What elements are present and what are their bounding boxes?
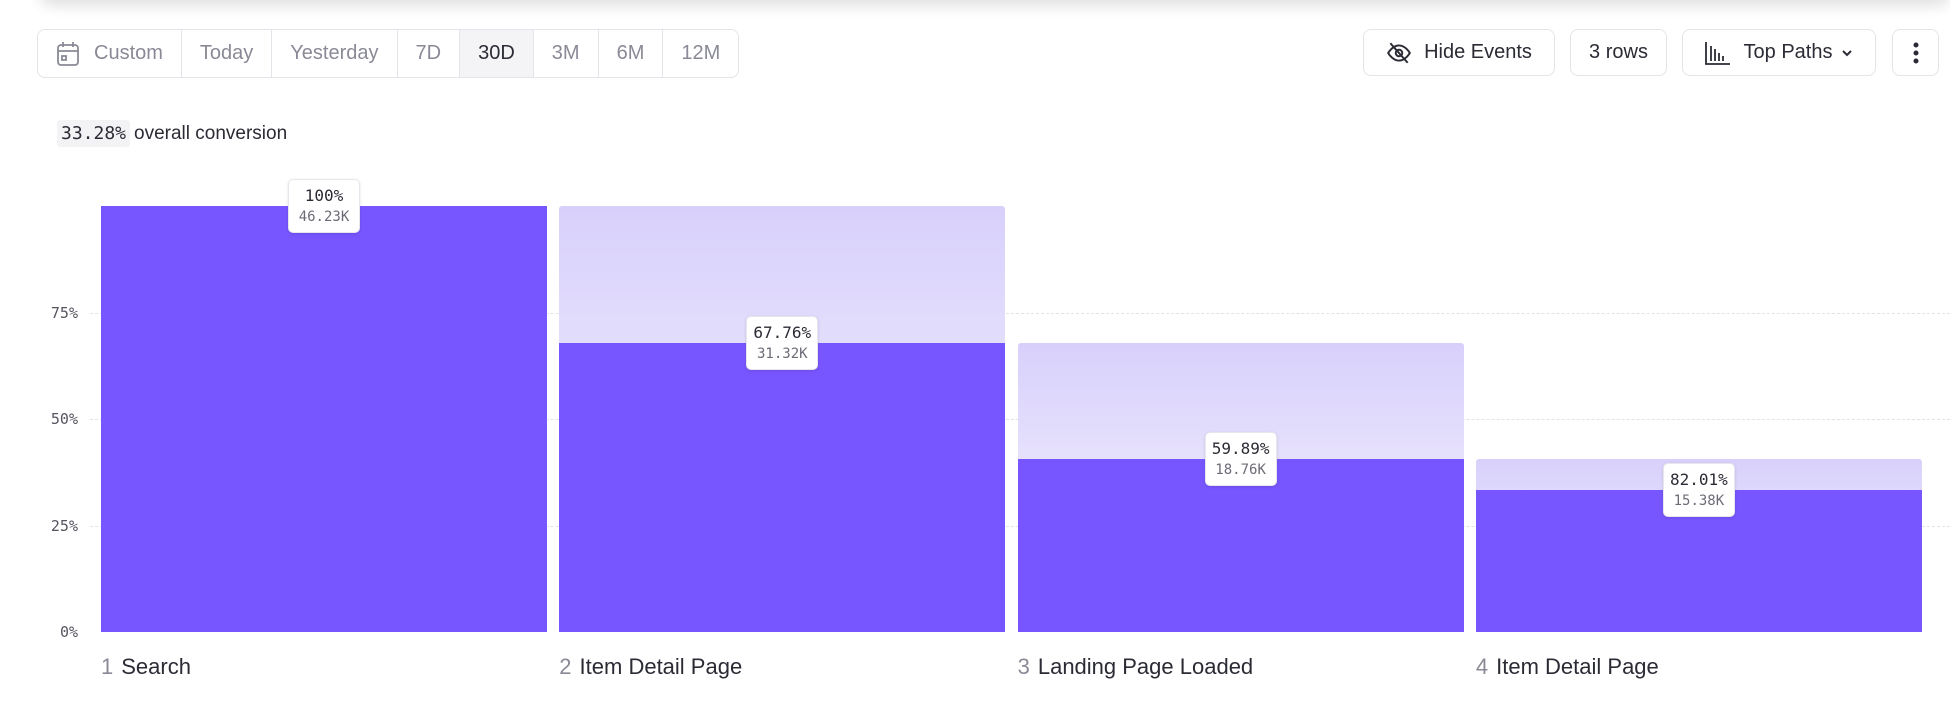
date-range-yesterday[interactable]: Yesterday [272,30,398,77]
y-tick-label: 75% [50,303,78,322]
step-count: 31.32K [757,346,808,363]
step-number: 1 [101,654,114,679]
bar-value-label: 82.01% 15.38K [1662,463,1735,518]
bar-value-label: 67.76% 31.32K [746,316,819,371]
calendar-icon [57,41,79,66]
date-range-label: Today [199,42,254,64]
step-number: 2 [559,654,572,679]
funnel-bar[interactable] [1017,459,1464,632]
date-range-12m[interactable]: 12M [663,30,738,77]
step-number: 4 [1475,654,1489,679]
gridline [90,312,1950,314]
top-paths-dropdown[interactable]: Top Paths [1682,29,1876,76]
date-range-30d[interactable]: 30D [460,30,534,77]
step-count: 46.23K [298,209,350,225]
y-tick-label: 0% [59,623,78,641]
step-name: Landing Page Loaded [1037,654,1254,679]
date-range-today[interactable]: Today [182,30,273,77]
date-range-label: 7D [415,42,442,64]
top-paths-label: Top Paths [1743,41,1833,63]
step-conversion: 82.01% [1669,470,1728,490]
y-tick-label: 25% [50,516,78,535]
eye-off-icon [1387,42,1412,63]
rows-label: 3 rows [1589,41,1648,63]
step-number: 3 [1017,654,1030,679]
overall-conversion-label: overall conversion [134,122,288,144]
overall-conversion-value: 33.28% [57,120,131,147]
more-vertical-icon [1913,42,1918,63]
step-label: 1 Search [101,654,191,680]
step-conversion: 67.76% [753,323,812,343]
hide-events-label: Hide Events [1424,41,1532,63]
step-conversion: 100% [304,186,344,205]
date-range-label: 12M [681,42,721,64]
step-label: 3 Landing Page Loaded [1018,654,1254,680]
date-range-7d[interactable]: 7D [398,30,461,77]
step-conversion: 59.89% [1211,439,1270,459]
funnel-bar[interactable] [559,343,1006,632]
step-count: 18.76K [1215,462,1266,479]
step-count: 15.38K [1673,493,1725,510]
chevron-down-icon [1842,49,1853,56]
step-label: 2 Item Detail Page [559,654,742,680]
rows-button[interactable]: 3 rows [1570,29,1667,76]
step-name: Item Detail Page [579,654,743,679]
step-name: Item Detail Page [1496,654,1659,679]
date-range-custom[interactable]: Custom [38,30,182,77]
date-range-6m[interactable]: 6M [599,30,664,77]
date-range-selector: Custom Today Yesterday 7D 30D 3M 6M 12M [37,29,740,78]
date-range-label: 3M [551,42,580,64]
step-name: Search [121,654,191,679]
hide-events-button[interactable]: Hide Events [1363,29,1555,76]
date-range-label: 6M [616,42,645,64]
date-range-label: 30D [478,42,515,64]
date-range-label: Custom [94,42,163,64]
funnel-bar[interactable] [101,206,547,632]
date-range-label: Yesterday [290,42,379,64]
more-options-button[interactable] [1892,29,1939,76]
bar-chart-icon [1704,41,1730,65]
date-range-3m[interactable]: 3M [534,30,599,77]
bar-value-label: 59.89% 18.76K [1204,432,1277,487]
overall-conversion: 33.28% overall conversion [57,120,287,147]
step-label: 4 Item Detail Page [1476,654,1659,680]
y-tick-label: 50% [50,410,78,428]
bar-value-label: 100% 46.23K [288,179,360,233]
